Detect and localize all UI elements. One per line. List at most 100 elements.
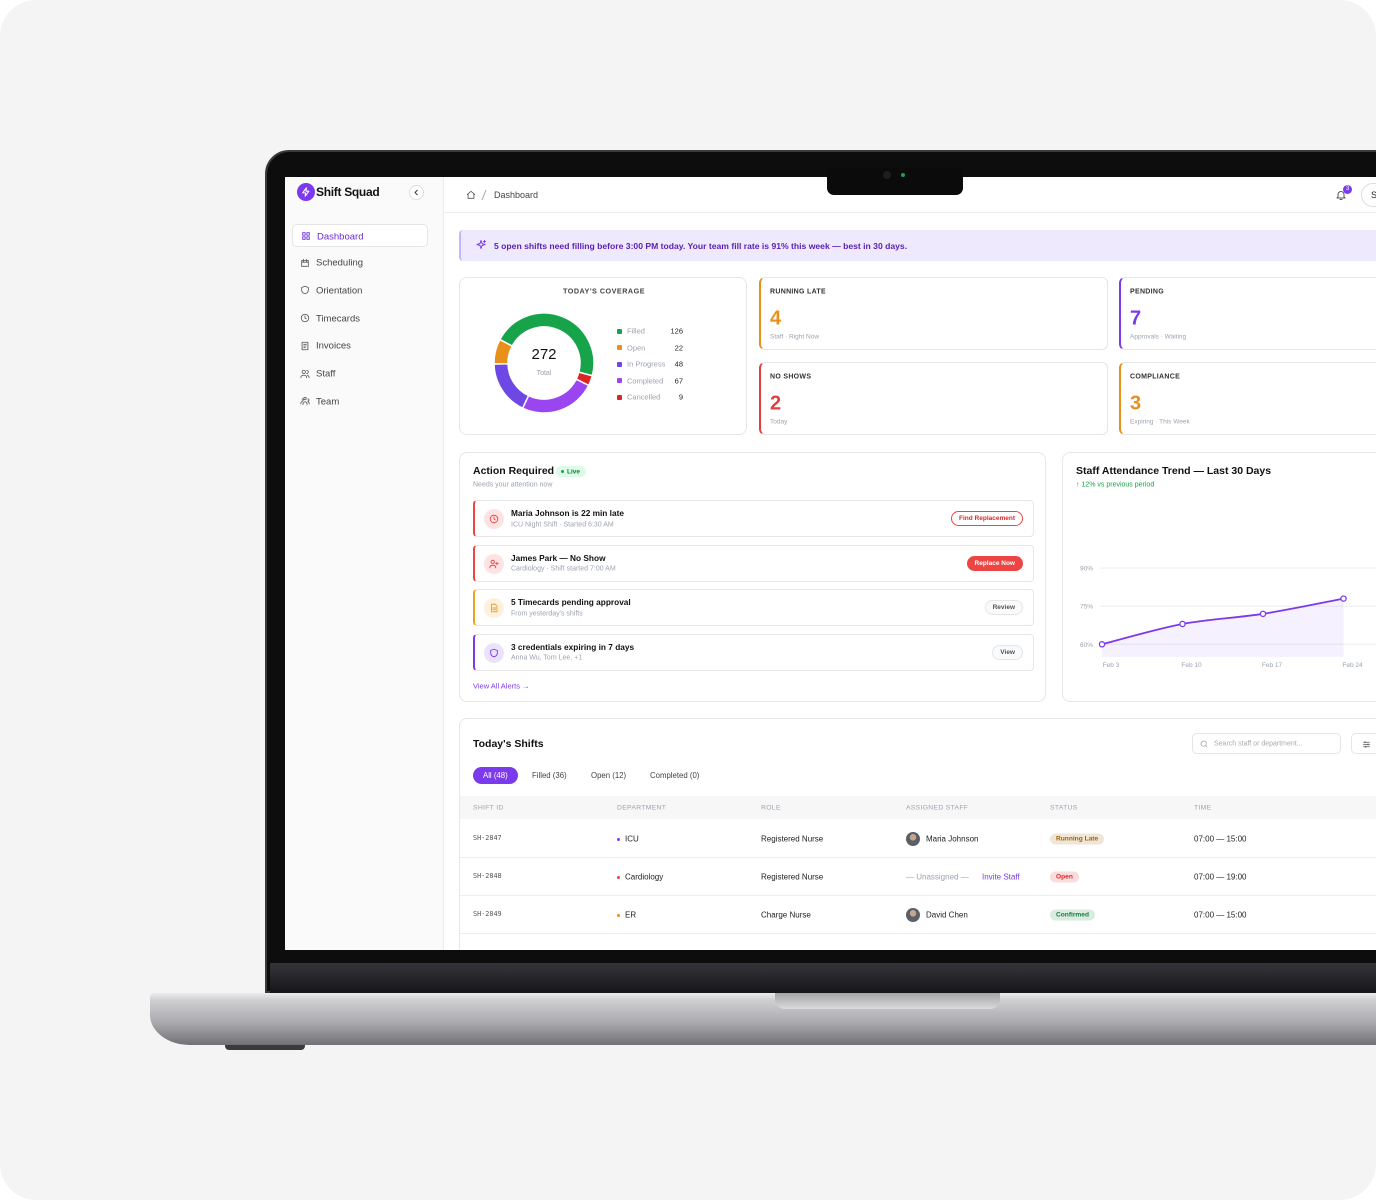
nav-item[interactable]: Team [292,390,428,413]
alert-icon [484,553,504,574]
status-pill: Open [1050,871,1079,883]
nav-icon-shape [301,286,309,295]
nav-icon-shape [300,397,310,406]
alert-item: 3 credentials expiring in 7 days Anna Wu,… [473,633,1034,671]
legend-swatch [617,378,622,383]
alerts-title: Action Required [473,465,555,477]
alert-title: 3 credentials expiring in 7 days [511,641,635,652]
live-badge: Live [556,466,586,477]
trend-subtitle: ↑ 12% vs previous period [1076,481,1155,489]
collapse-icon-shape [414,189,418,196]
nav-label: Invoices [316,340,351,352]
stat-card: PENDING 7 Approvals · Waiting [1119,277,1376,350]
filter-tab[interactable]: Filled (36) [532,771,567,780]
alert-icon-bg [484,553,504,574]
alert-title: James Park — No Show [511,552,606,563]
table-row [460,820,1376,858]
filter-button[interactable] [1351,733,1376,754]
attendance-trend-card: Staff Attendance Trend — Last 30 Days ↑ 1… [1062,452,1376,702]
nav-icon-shape [301,341,309,350]
filter-icon-shape [1363,741,1370,748]
y-tick-label: 90% [1080,566,1093,573]
collapse-button[interactable] [409,185,424,200]
alert-icon [484,509,504,529]
legend-value: 48 [674,359,683,369]
staff-avatar [906,908,920,922]
banner-icon [476,240,486,249]
alert-item: Maria Johnson is 22 min late ICU Night Sh… [473,500,1034,537]
legend-label: In Progress [627,359,666,369]
donut-total-label: Total [537,370,552,377]
department-dot [617,913,620,917]
nav-label: Scheduling [316,257,364,269]
alert-action-button[interactable]: Find Replacement [951,511,1023,526]
invite-staff-link[interactable]: Invite Staff [982,872,1020,882]
nav-item[interactable]: Timecards [292,307,428,330]
filter-tab[interactable]: Open (12) [591,771,627,780]
donut-segment [498,312,595,377]
nav-icon [300,313,310,323]
nav-item[interactable]: Dashboard [292,224,428,247]
legend-swatch [617,394,622,400]
alert-action-button[interactable]: Review [984,600,1023,615]
alert-banner: 5 open shifts need filling before 3:00 P… [459,230,1376,261]
column-header: SHIFT ID [473,804,504,811]
alert-icon-bg [484,642,504,663]
shift-id: SH-2848 [473,872,502,880]
home-icon [466,190,476,199]
trend-point [1179,620,1186,628]
filter-tab[interactable]: Completed (0) [650,771,700,780]
column-header: DEPARTMENT [617,804,667,811]
x-tick-label: Feb 3 [1103,662,1120,669]
nav-item[interactable]: Staff [292,363,428,386]
alert-action-button[interactable]: Replace Now [966,555,1023,571]
view-all-alerts-link[interactable]: View All Alerts → [473,681,530,691]
alert-icon-shape [489,559,499,568]
y-tick-label: 75% [1080,604,1093,611]
nav-item[interactable]: Invoices [292,335,428,358]
alert-icon-glyph [489,514,499,524]
camera-notch [827,168,963,195]
trend-title: Staff Attendance Trend — Last 30 Days [1076,465,1272,477]
breadcrumb-current: Dashboard [494,190,539,200]
nav-icon-shape [302,232,310,240]
sidebar: Shift Squad Dashboard Scheduling Orientatio… [285,177,444,950]
notification-bell [1336,191,1346,200]
nav-icon-shape [300,313,310,323]
legend-swatch [617,361,622,367]
nav-icon [301,286,309,295]
table-row [460,896,1376,934]
nav-icon [300,397,310,406]
legend-value: 67 [674,376,683,385]
column-header: STATUS [1050,804,1078,811]
shift-time: 07:00 — 19:00 [1194,872,1247,882]
search-input[interactable]: Search staff or department... [1192,733,1341,754]
nav-label: Orientation [316,285,363,297]
separator-stroke [481,190,487,200]
user-avatar[interactable]: S [1361,183,1376,207]
home-icon-shape [466,190,476,199]
live-dot [561,470,564,473]
department: Cardiology [625,872,664,882]
nav-item[interactable]: Scheduling [292,252,428,275]
department-dot [617,837,620,841]
alert-title: Maria Johnson is 22 min late [511,508,624,518]
shift-time: 07:00 — 15:00 [1194,834,1247,844]
laptop-hinge [270,963,1376,993]
banner-icon-shape [476,240,486,249]
trend-point [1259,610,1267,618]
x-tick-label: Feb 24 [1342,662,1363,669]
trend-line [1101,597,1344,646]
stat-note: Expiring · This Week [1130,418,1190,426]
legend-swatch [617,345,622,350]
stat-card: COMPLIANCE 3 Expiring · This Week [1119,362,1376,435]
nav-item[interactable]: Orientation [292,279,428,302]
filter-tab[interactable]: All (48) [473,767,518,784]
alert-action-button[interactable]: View [992,644,1023,660]
search-placeholder: Search staff or department... [1214,740,1303,748]
staff-name: Maria Johnson [926,834,979,844]
alert-detail: From yesterday's shifts [511,610,583,617]
banner-text: 5 open shifts need filling before 3:00 P… [494,240,908,251]
brand-logo-bolt [302,187,310,197]
alert-title: 5 Timecards pending approval [511,597,631,607]
